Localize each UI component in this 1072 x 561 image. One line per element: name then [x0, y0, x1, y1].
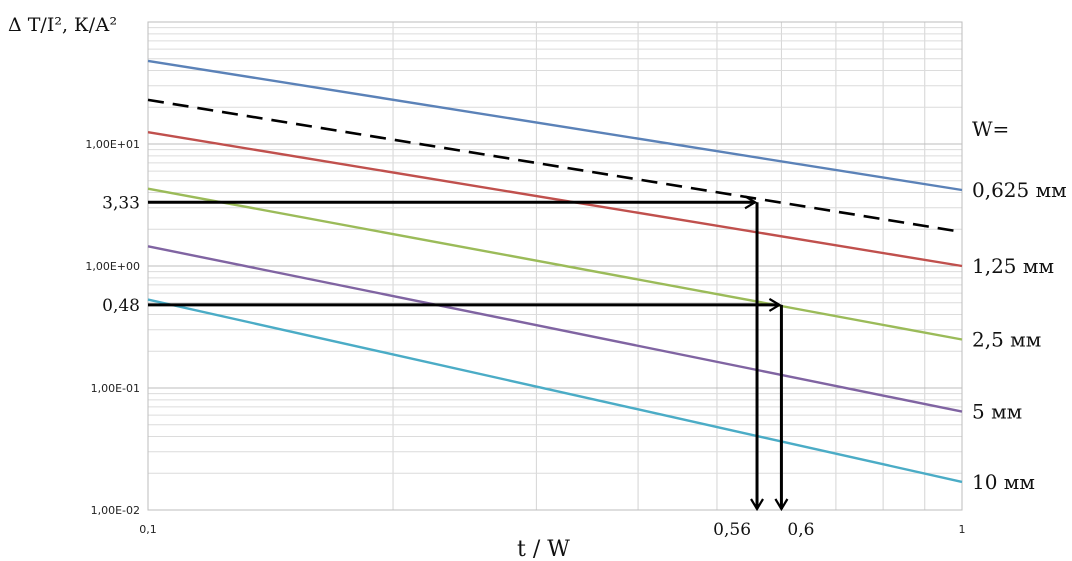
- plot-grid: [148, 22, 962, 511]
- series-label: 10 мм: [972, 470, 1035, 494]
- x-tick-labels: 0,1 1: [139, 523, 965, 536]
- y-axis-label: Δ T/I², К/А²: [8, 14, 117, 36]
- x-tick-label: 1: [959, 523, 966, 536]
- series-label: 2,5 мм: [972, 327, 1041, 351]
- series-line-3: [147, 187, 963, 341]
- y-tick-label: 1,00E+00: [85, 260, 140, 273]
- series-label: 0,625 мм: [972, 178, 1067, 202]
- series-line-5: [147, 298, 963, 484]
- series-line-1: [147, 59, 963, 192]
- y-tick-label: 1,00E+01: [85, 138, 140, 151]
- legend-title: W=: [972, 117, 1009, 141]
- x-tick-label: 0,1: [139, 523, 157, 536]
- annotation-layer: 3,33 0,56 0,48 0,6: [102, 193, 814, 540]
- annotation-x-value: 0,56: [713, 520, 751, 540]
- series-layer: [147, 59, 963, 484]
- y-tick-label: 1,00E-01: [91, 382, 140, 395]
- series-label: 5 мм: [972, 400, 1022, 424]
- annotation-y-value: 3,33: [102, 193, 140, 213]
- y-tick-labels: 1,00E-02 1,00E-01 1,00E+00 1,00E+01: [85, 138, 140, 517]
- annotation-y-value: 0,48: [102, 296, 140, 316]
- series-labels: W= 0,625 мм 1,25 мм 2,5 мм 5 мм 10 мм: [972, 117, 1067, 494]
- series-line-4: [147, 245, 963, 413]
- series-label: 1,25 мм: [972, 254, 1054, 278]
- y-tick-label: 1,00E-02: [91, 504, 140, 517]
- series-line-dashed: [147, 98, 963, 234]
- series-line-2: [147, 131, 963, 268]
- annotation-x-value: 0,6: [787, 520, 814, 540]
- x-axis-label: t / W: [517, 537, 570, 561]
